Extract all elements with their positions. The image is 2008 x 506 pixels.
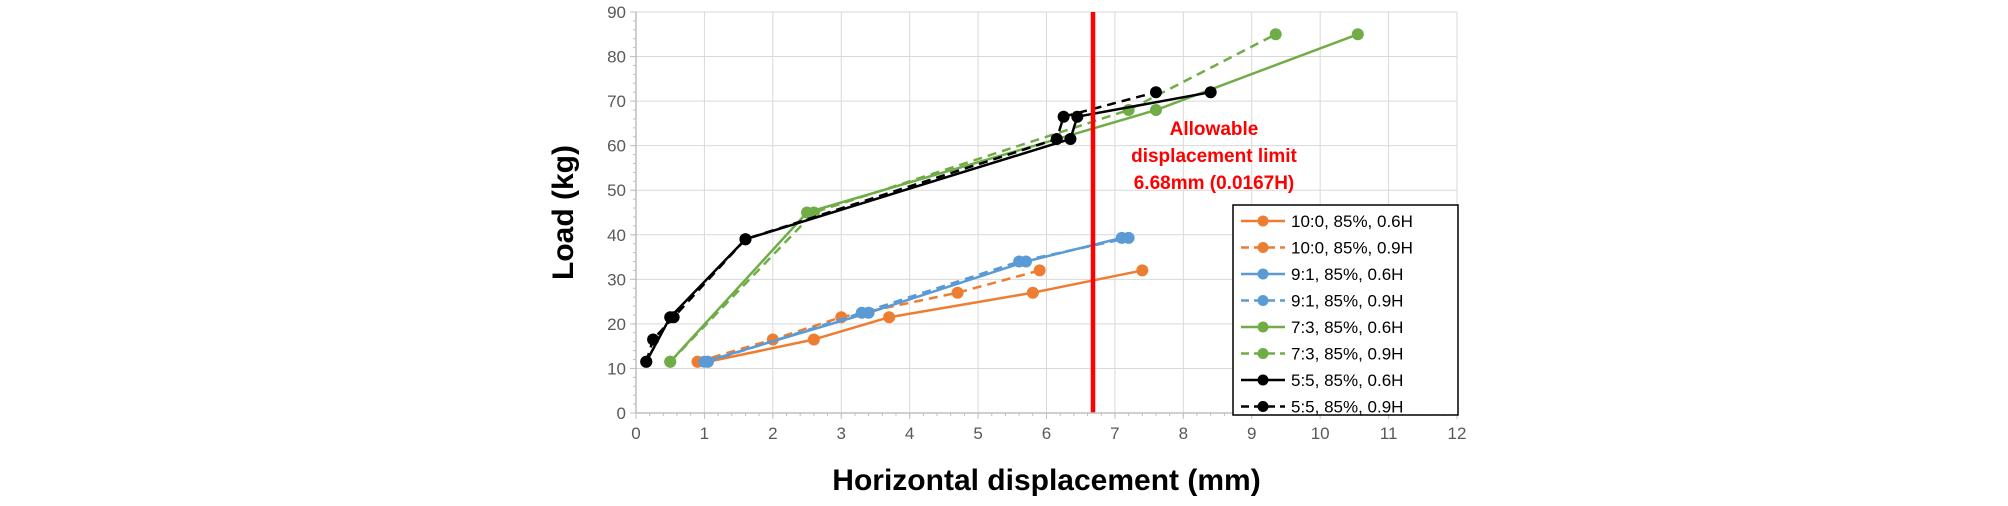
limit-annotation-line: displacement limit [1131,146,1297,167]
x-tick-label: 2 [768,424,777,443]
legend-label: 10:0, 85%, 0.9H [1291,239,1413,258]
x-tick-label: 7 [1110,424,1119,443]
y-tick-label: 90 [607,3,626,22]
data-point [1122,231,1135,244]
legend-item: 9:1, 85%, 0.6H [1241,265,1403,284]
series-line [707,236,1129,363]
legend-marker [1257,268,1269,280]
legend-marker [1257,215,1269,227]
data-point [1149,86,1162,99]
data-point [855,306,868,319]
data-point [1013,255,1026,268]
data-point [1071,110,1084,123]
data-point [1149,104,1162,117]
legend-label: 5:5, 85%, 0.6H [1291,371,1403,390]
legend-marker [1257,374,1269,386]
legend-label: 9:1, 85%, 0.9H [1291,292,1403,311]
x-tick-label: 6 [1042,424,1051,443]
y-tick-label: 20 [607,315,626,334]
x-axis-title: Horizontal displacement (mm) [832,464,1260,497]
data-point [883,311,896,324]
x-tick-label: 9 [1247,424,1256,443]
legend-item: 7:3, 85%, 0.9H [1241,345,1403,364]
legend-marker [1257,401,1269,412]
series-layer [640,28,1364,368]
legend-marker [1257,295,1269,306]
data-point [1057,110,1070,123]
data-point [1064,132,1077,145]
legend-label: 5:5, 85%, 0.9H [1291,398,1403,417]
legend-item: 5:5, 85%, 0.6H [1241,371,1403,390]
y-tick-label: 40 [607,226,626,245]
legend-label: 10:0, 85%, 0.6H [1291,212,1413,231]
series-0 [691,264,1149,368]
limit-annotation-line: Allowable [1170,119,1259,140]
series-3 [701,231,1135,368]
legend-item: 7:3, 85%, 0.6H [1241,318,1403,337]
data-point [807,206,820,219]
y-tick-label: 60 [607,137,626,156]
data-point [1050,132,1063,145]
legend-label: 9:1, 85%, 0.6H [1291,265,1403,284]
x-tick-label: 0 [631,424,640,443]
data-point [647,333,660,346]
data-point [807,333,820,346]
limit-annotation-line: 6.68mm (0.0167H) [1134,173,1295,194]
legend-item: 9:1, 85%, 0.9H [1241,292,1403,311]
legend-item: 5:5, 85%, 0.9H [1241,398,1403,417]
legend-item: 10:0, 85%, 0.9H [1241,239,1413,258]
data-point [667,311,680,324]
data-point [739,233,752,246]
x-tick-label: 11 [1380,424,1398,443]
series-7 [640,86,1162,368]
series-2 [698,231,1128,368]
series-5 [664,28,1282,368]
y-tick-label: 80 [607,48,626,67]
legend-marker [1257,321,1269,333]
data-point [1033,264,1046,277]
data-point [1204,86,1217,99]
data-point [1269,28,1282,41]
y-tick-label: 0 [617,404,626,423]
y-tick-label: 70 [607,92,626,111]
data-point [640,355,653,368]
legend-item: 10:0, 85%, 0.6H [1241,212,1413,231]
legend-label: 7:3, 85%, 0.9H [1291,345,1403,364]
legend-label: 7:3, 85%, 0.6H [1291,318,1403,337]
data-point [1026,286,1039,299]
data-point [664,355,677,368]
limit-layer: Allowable displacement limit 6.68mm (0.016… [1090,12,1298,413]
series-6 [640,86,1217,368]
y-tick-label: 10 [607,359,626,378]
series-line [669,33,1359,363]
x-tick-label: 1 [700,424,709,443]
data-point [1136,264,1149,277]
series-line [697,269,1143,364]
data-point [951,286,964,299]
legend-marker [1257,348,1269,359]
x-tick-label: 10 [1311,424,1330,443]
y-axis-title: Load (kg) [547,145,580,280]
x-tick-label: 4 [905,424,914,443]
x-tick-label: 8 [1179,424,1188,443]
x-tick-label: 3 [837,424,846,443]
series-line [669,33,1277,363]
legend-marker [1257,242,1269,253]
y-tick-label: 30 [607,270,626,289]
y-tick-label: 50 [607,181,626,200]
data-point [701,355,714,368]
x-tick-label: 12 [1448,424,1467,443]
series-line [645,90,1211,363]
legend: 10:0, 85%, 0.6H 10:0, 85%, 0.9H 9:1, 85%, … [1232,204,1459,417]
x-tick-label: 5 [973,424,982,443]
data-point [1351,28,1364,41]
